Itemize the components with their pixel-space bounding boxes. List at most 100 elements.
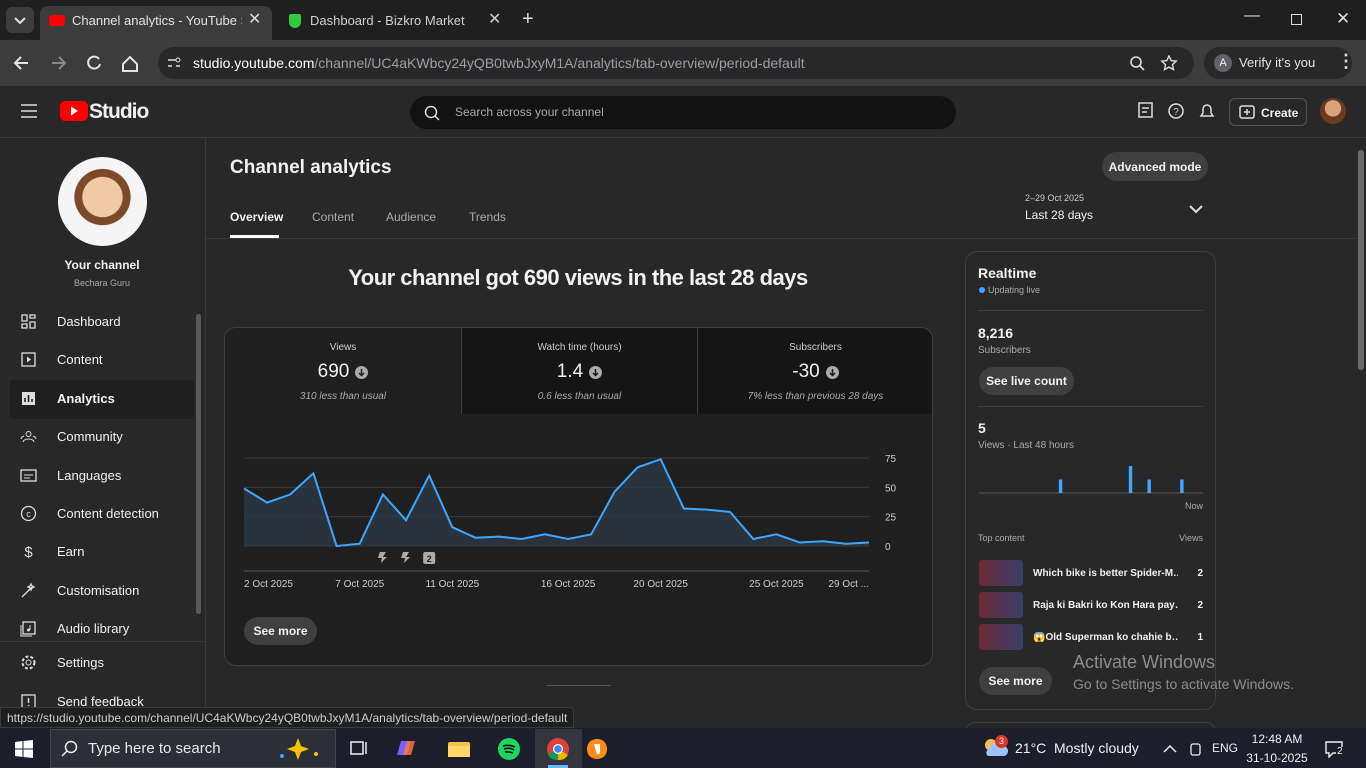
maximize[interactable]: [1291, 14, 1302, 25]
watermark-title: Activate Windows: [1073, 652, 1216, 672]
search-icon: [424, 105, 440, 121]
section-divider: [546, 685, 611, 686]
nav-item[interactable]: Customisation: [20, 582, 139, 599]
nav-label: Earn: [57, 544, 85, 559]
metric-value: 1.4: [556, 361, 584, 382]
nav-item[interactable]: Languages: [20, 467, 121, 484]
forward[interactable]: [52, 56, 67, 70]
subscriber-label: Subscribers: [978, 345, 1031, 356]
nav-item[interactable]: Community: [20, 428, 123, 445]
nav-icon: [21, 314, 36, 329]
browser-menu[interactable]: ⋮: [1337, 51, 1355, 71]
nav-item[interactable]: Settings: [20, 654, 104, 671]
tab[interactable]: Content: [312, 210, 355, 224]
nav-item[interactable]: c Content detection: [20, 505, 159, 522]
search-placeholder: Search across your channel: [455, 105, 604, 119]
tab-search-button[interactable]: [6, 7, 34, 33]
video-row[interactable]: 😱Old Superman ko chahie b… 1: [979, 624, 1203, 650]
bookmark-star[interactable]: [1160, 55, 1178, 71]
nav-item[interactable]: Dashboard: [20, 313, 121, 330]
see-more-button[interactable]: See more: [244, 617, 317, 645]
button-label: Advanced mode: [1108, 159, 1202, 174]
tab-overview[interactable]: Overview: [230, 210, 284, 224]
back[interactable]: [13, 56, 28, 70]
metric-value: -30: [792, 361, 820, 382]
account-avatar[interactable]: [1320, 98, 1346, 124]
fl-studio[interactable]: [587, 739, 607, 759]
tray-expand[interactable]: [1163, 744, 1177, 753]
site-info-icon[interactable]: [166, 55, 182, 71]
tab[interactable]: Audience: [386, 210, 437, 224]
create-button[interactable]: Create: [1229, 98, 1307, 126]
metric-tile[interactable]: Watch time (hours) 1.4 0.6 less than usual: [461, 328, 697, 414]
active-tab[interactable]: Channel analytics - YouTube Stu ✕: [40, 6, 272, 40]
task-view[interactable]: [350, 741, 367, 755]
omnibox[interactable]: studio.youtube.com/channel/UC4aKWbcy24yQ…: [158, 47, 1194, 79]
video-views: 2: [1197, 567, 1203, 579]
metric-note: 0.6 less than usual: [537, 391, 622, 402]
video-title: Raja ki Bakri ko Kon Hara pay…: [1033, 599, 1178, 611]
tab[interactable]: Trends: [469, 210, 506, 224]
video-row[interactable]: Raja ki Bakri ko Kon Hara pay… 2: [979, 592, 1203, 618]
channel-avatar[interactable]: [58, 157, 147, 246]
metric-label: Watch time (hours): [537, 342, 622, 353]
live-count-button[interactable]: See live count: [979, 367, 1074, 395]
youtube-logo[interactable]: [60, 101, 88, 121]
clock-time[interactable]: 12:48 AM: [1251, 732, 1303, 746]
nav-label: Content detection: [57, 506, 159, 521]
tray-icon[interactable]: [1190, 743, 1201, 756]
verify-button[interactable]: A Verify it's you: [1204, 47, 1352, 79]
nav-item[interactable]: Analytics: [20, 390, 115, 407]
period[interactable]: Last 28 days: [1025, 208, 1094, 222]
notification-icon[interactable]: [1324, 740, 1346, 758]
tab[interactable]: Dashboard - Bizkro Market ✕: [280, 6, 510, 40]
notifications-icon[interactable]: [1199, 104, 1215, 117]
chevron-icon: [14, 17, 26, 25]
start-button[interactable]: [15, 740, 33, 758]
search-box[interactable]: Search across your channel: [410, 96, 956, 129]
metric-tile[interactable]: Views 690 310 less than usual: [225, 328, 461, 414]
period-dropdown[interactable]: [1188, 203, 1204, 215]
zoom-icon[interactable]: [1130, 56, 1142, 68]
copilot[interactable]: [397, 741, 415, 755]
advanced-mode-button[interactable]: Advanced mode: [1102, 152, 1208, 181]
subscriber-count: 8,216: [978, 325, 1014, 341]
minimize[interactable]: —: [1244, 7, 1260, 24]
metric-tile[interactable]: Subscribers -30 7% less than previous 28 d…: [697, 328, 932, 414]
svg-text:c: c: [26, 509, 31, 519]
close-window[interactable]: ✕: [1336, 9, 1351, 28]
home[interactable]: [122, 55, 138, 72]
new-tab[interactable]: +: [522, 8, 534, 30]
nav-item[interactable]: Content: [20, 351, 103, 368]
help-icon[interactable]: [1168, 103, 1184, 119]
see-more-button[interactable]: See more: [979, 667, 1052, 695]
profile-avatar: A: [1214, 54, 1232, 72]
taskbar-apps: [350, 738, 607, 761]
active-indicator: [548, 765, 568, 768]
page-scrollbar[interactable]: [1358, 150, 1364, 370]
sparkle-icon: [280, 738, 318, 760]
nav-item[interactable]: $ Earn: [20, 543, 84, 560]
file-explorer[interactable]: [448, 742, 470, 757]
header-icons: ?: [1138, 102, 1215, 119]
thumbnail: [979, 560, 1023, 586]
nav-label: Community: [57, 429, 123, 444]
spotify[interactable]: [498, 738, 520, 760]
video-row[interactable]: Which bike is better Spider-M… 2: [979, 560, 1203, 586]
language[interactable]: ENG: [1212, 741, 1239, 755]
divider: [978, 406, 1203, 407]
nav-label: Dashboard: [57, 314, 121, 329]
feedback-icon[interactable]: [1138, 102, 1153, 118]
chrome[interactable]: [547, 738, 569, 761]
nav-item[interactable]: Audio library: [20, 620, 129, 637]
reload[interactable]: [87, 55, 101, 70]
tab-title: Dashboard - Bizkro Market: [310, 13, 465, 28]
create-text: Create: [1261, 106, 1299, 120]
clock-date[interactable]: 31-10-2025: [1246, 751, 1308, 765]
menu-icon[interactable]: [20, 103, 38, 119]
nav-label: Analytics: [57, 391, 115, 406]
taskbar-search[interactable]: Type here to search: [50, 729, 336, 768]
tab-close[interactable]: ✕: [488, 11, 502, 28]
tab-close[interactable]: ✕: [248, 11, 262, 28]
